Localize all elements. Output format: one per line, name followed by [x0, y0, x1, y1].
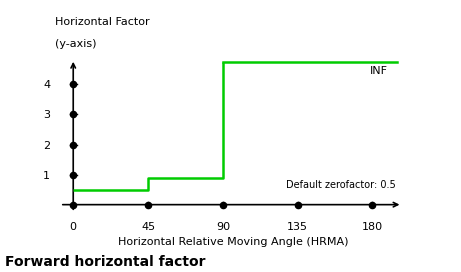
Point [144, 202, 152, 207]
Text: Horizontal Factor: Horizontal Factor [55, 17, 150, 27]
Point [70, 112, 77, 117]
Text: (y-axis): (y-axis) [55, 39, 97, 49]
X-axis label: Horizontal Relative Moving Angle (HRMA): Horizontal Relative Moving Angle (HRMA) [118, 237, 348, 248]
Point [369, 202, 376, 207]
Point [294, 202, 301, 207]
Text: Forward horizontal factor: Forward horizontal factor [5, 255, 205, 269]
Point [70, 82, 77, 86]
Point [70, 142, 77, 147]
Text: Default zerofactor: 0.5: Default zerofactor: 0.5 [286, 180, 396, 190]
Point [70, 202, 77, 207]
Text: INF: INF [369, 66, 387, 76]
Point [70, 172, 77, 177]
Point [219, 202, 226, 207]
